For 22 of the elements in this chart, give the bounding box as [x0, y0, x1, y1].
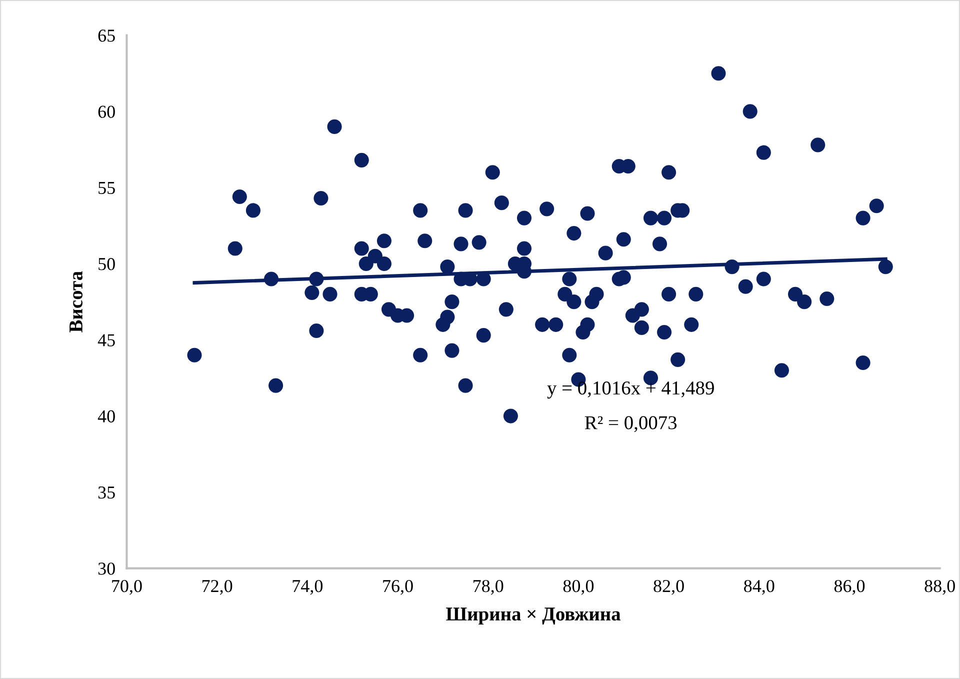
y-tick-label: 65: [98, 30, 115, 42]
y-tick-label: 35: [98, 486, 115, 499]
x-tick-label: 74,0: [292, 580, 323, 595]
y-tick-label: 30: [98, 562, 115, 575]
x-tick-label: 76,0: [383, 580, 413, 595]
x-tick-label: 80,0: [563, 580, 594, 595]
x-tick-label: 84,0: [744, 580, 774, 595]
y-axis-title: Висота: [70, 271, 82, 332]
x-tick-label: 88,0: [924, 580, 955, 595]
x-tick-label: 78,0: [474, 580, 504, 595]
x-tick-label: 72,0: [202, 580, 232, 595]
x-axis-title: Ширина × Довжина: [446, 608, 621, 625]
y-tick-label: 45: [98, 334, 115, 346]
x-tick-label: 82,0: [654, 580, 684, 595]
y-tick-label: 55: [98, 182, 115, 194]
annotation: y = 0,1016x + 41,489: [547, 381, 714, 399]
y-tick-label: 60: [98, 106, 115, 118]
y-tick-label: 40: [98, 410, 115, 422]
x-tick-label: 86,0: [834, 580, 865, 595]
annotation: R² = 0,0073: [584, 416, 677, 432]
x-tick-label: 70,0: [112, 580, 142, 595]
y-tick-label: 50: [98, 258, 115, 270]
